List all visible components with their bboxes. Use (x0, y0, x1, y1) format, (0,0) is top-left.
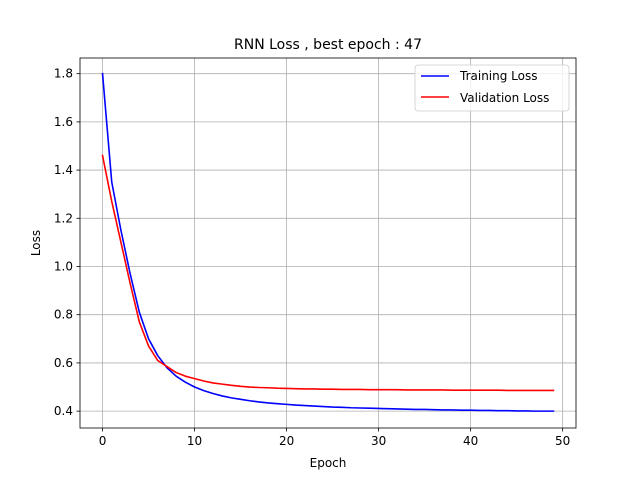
x-tick-label: 50 (555, 434, 570, 448)
y-tick-label: 1.8 (54, 67, 73, 81)
grid (80, 58, 576, 428)
plot-frame (79, 57, 577, 429)
y-tick-label: 1.0 (54, 260, 73, 274)
x-tick-label: 40 (463, 434, 478, 448)
y-axis-ticks: 0.4 0.6 0.8 1.0 1.2 1.4 1.6 1.8 (54, 67, 80, 418)
series-line-validation-loss (101, 154, 555, 392)
y-tick-label: 0.6 (54, 356, 73, 370)
x-tick-label: 20 (279, 434, 294, 448)
series-lines (101, 72, 555, 412)
chart-title: RNN Loss , best epoch : 47 (234, 37, 422, 53)
legend-label-training-loss: Training Loss (459, 69, 537, 83)
x-axis-ticks: 0 10 20 30 40 50 (99, 428, 570, 448)
legend: Training Loss Validation Loss (414, 64, 570, 112)
x-tick-label: 10 (187, 434, 202, 448)
x-tick-label: 30 (371, 434, 386, 448)
y-tick-label: 0.8 (54, 308, 73, 322)
y-tick-label: 1.2 (54, 211, 73, 225)
y-tick-label: 0.4 (54, 404, 73, 418)
y-axis-label: Loss (29, 230, 43, 256)
x-axis-label: Epoch (310, 456, 347, 470)
series-line-training-loss (101, 72, 555, 412)
legend-label-validation-loss: Validation Loss (460, 91, 549, 105)
legend-box (414, 64, 570, 112)
x-tick-label: 0 (99, 434, 107, 448)
y-tick-label: 1.4 (54, 163, 73, 177)
y-tick-label: 1.6 (54, 115, 73, 129)
